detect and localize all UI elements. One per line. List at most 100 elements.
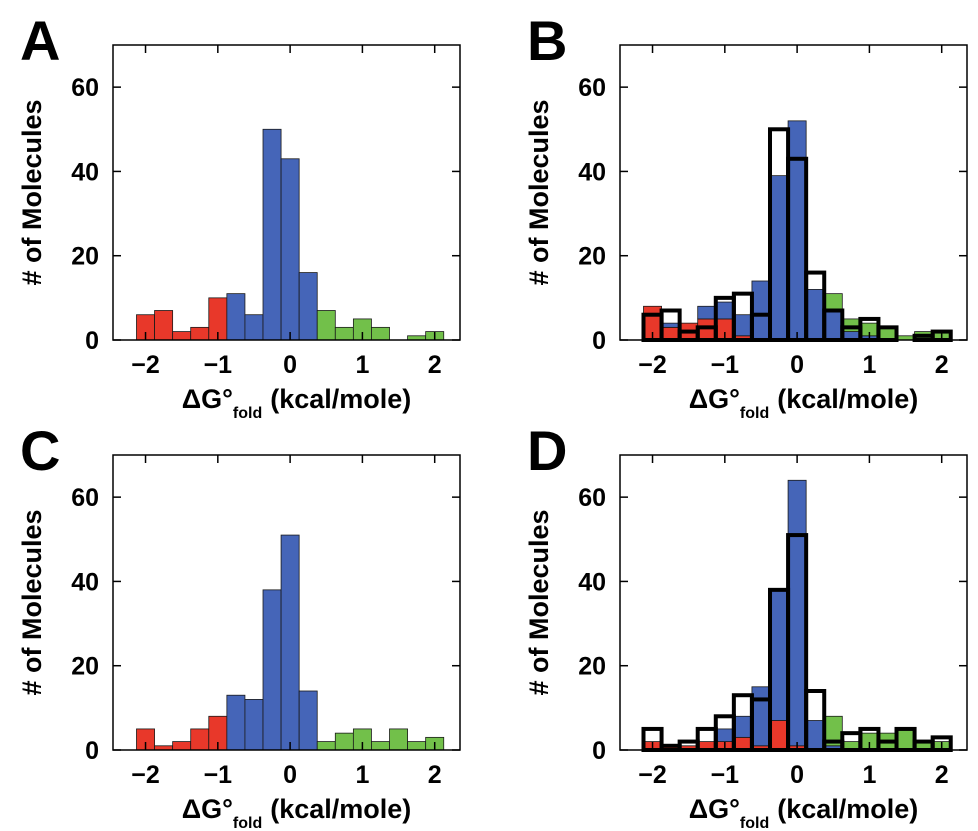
bar (280, 534, 300, 751)
x-tick-label: 2 (428, 351, 442, 379)
y-tick-label: 20 (71, 653, 99, 681)
x-tick-label: −2 (638, 351, 667, 379)
bar (371, 326, 390, 341)
x-label-symbol: ΔG° (182, 384, 233, 414)
plot-frame (619, 454, 968, 751)
bar (715, 728, 735, 742)
x-label-subscript: fold (740, 405, 769, 422)
bar (805, 289, 825, 341)
bar (407, 741, 427, 751)
y-tick-label: 0 (85, 327, 99, 355)
bar (715, 301, 735, 320)
bar (823, 310, 843, 341)
bar (190, 728, 210, 751)
x-label-subscript: fold (740, 815, 769, 831)
x-tick-label: −2 (131, 761, 160, 789)
x-tick-label: −2 (131, 351, 160, 379)
x-label-units: (kcal/mole) (270, 794, 411, 824)
bar (733, 314, 753, 337)
bar (334, 732, 354, 751)
x-label-symbol: ΔG° (689, 384, 740, 414)
bar (823, 293, 843, 311)
x-axis-label: ΔG°fold (kcal/mole) (689, 794, 919, 831)
bar (389, 728, 408, 751)
x-tick-label: 1 (862, 761, 876, 789)
x-tick-label: −1 (204, 761, 233, 789)
plot-frame (112, 44, 461, 341)
x-axis-label: ΔG°fold (kcal/mole) (689, 384, 919, 422)
bar (733, 715, 753, 738)
bar (262, 589, 282, 751)
y-tick-label: 0 (592, 327, 606, 355)
y-tick-label: 0 (85, 737, 99, 765)
x-label-units: (kcal/mole) (270, 384, 411, 414)
x-tick-label: 1 (355, 761, 369, 789)
bar (769, 175, 789, 341)
bar (697, 305, 717, 320)
bar (769, 589, 789, 721)
x-label-symbol: ΔG° (689, 794, 740, 824)
y-axis-label: # of Molecules (17, 509, 47, 695)
y-tick-label: 60 (71, 74, 99, 102)
x-tick-label: 0 (283, 761, 297, 789)
bar (661, 322, 681, 328)
bar (298, 690, 318, 751)
bar (697, 318, 717, 341)
y-tick-label: 0 (592, 737, 606, 765)
y-tick-label: 20 (578, 653, 606, 681)
bar (769, 720, 789, 751)
bar (190, 326, 210, 341)
x-tick-label: −1 (711, 761, 740, 789)
x-tick-label: −1 (711, 351, 740, 379)
x-label-subscript: fold (233, 815, 262, 831)
x-label-symbol: ΔG° (182, 794, 233, 824)
panel-letter: D (527, 419, 567, 482)
y-tick-label: 40 (71, 568, 99, 596)
x-label-subscript: fold (233, 405, 262, 422)
bar (751, 686, 771, 747)
bar (172, 331, 192, 341)
bar (244, 314, 264, 341)
bar (172, 741, 192, 751)
bar (298, 272, 318, 341)
x-axis-label: ΔG°fold (kcal/mole) (182, 384, 412, 422)
y-tick-label: 20 (71, 243, 99, 271)
y-tick-label: 40 (578, 568, 606, 596)
x-label-units: (kcal/mole) (777, 384, 918, 414)
y-tick-label: 40 (578, 158, 606, 186)
panel-letter: C (20, 419, 60, 482)
bar (751, 280, 771, 341)
bar (805, 720, 825, 751)
x-tick-label: −1 (204, 351, 233, 379)
y-tick-label: 60 (71, 484, 99, 512)
y-axis-label: # of Molecules (524, 509, 554, 695)
bar (371, 741, 390, 751)
bar (841, 318, 861, 332)
x-tick-label: −2 (638, 761, 667, 789)
bar (787, 120, 807, 341)
bar (226, 694, 246, 751)
panel-letter: B (527, 9, 567, 72)
x-axis-label: ΔG°fold (kcal/mole) (182, 794, 412, 831)
x-tick-label: 2 (935, 351, 949, 379)
bar (896, 728, 915, 751)
bar (316, 310, 336, 341)
bar (316, 741, 336, 751)
y-tick-label: 20 (578, 243, 606, 271)
x-tick-label: 2 (935, 761, 949, 789)
y-tick-label: 60 (578, 74, 606, 102)
x-tick-label: 0 (790, 351, 804, 379)
bar (280, 158, 300, 341)
bar (226, 293, 246, 341)
x-tick-label: 1 (862, 351, 876, 379)
bar (154, 310, 174, 341)
y-tick-label: 40 (71, 158, 99, 186)
plot-frame (619, 44, 968, 341)
bar (334, 326, 354, 341)
y-tick-label: 60 (578, 484, 606, 512)
